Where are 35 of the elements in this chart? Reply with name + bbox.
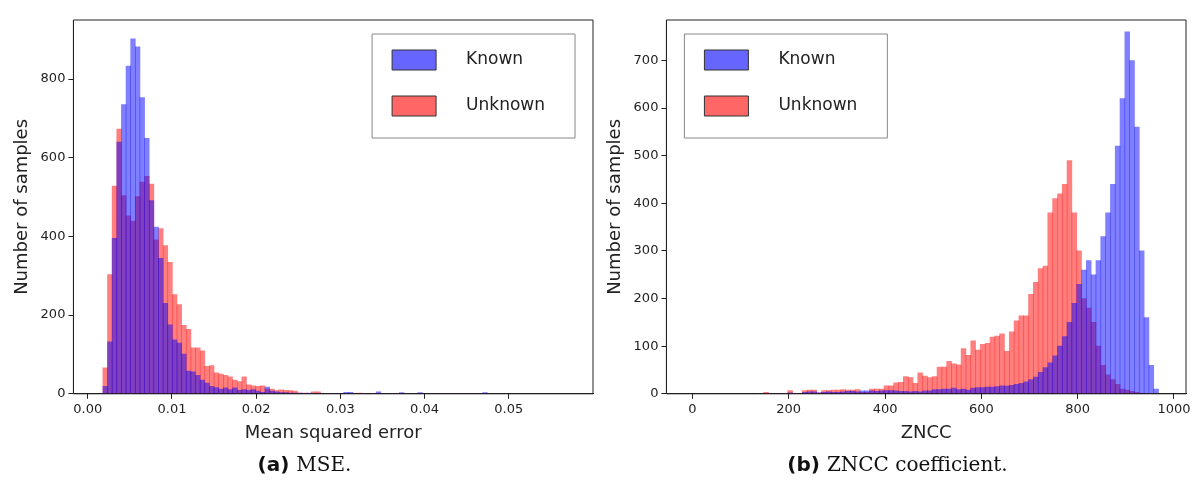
- y-tick-label: 500: [633, 147, 659, 163]
- y-axis-title: Number of samples: [10, 118, 32, 295]
- legend-label: Known: [778, 48, 836, 69]
- y-tick-label: 0: [57, 385, 66, 401]
- x-tick-label: 0.01: [157, 400, 187, 416]
- y-tick-label: 200: [40, 306, 66, 322]
- y-tick-label: 0: [650, 385, 659, 401]
- y-tick-label: 600: [633, 99, 659, 115]
- y-tick-label: 400: [633, 194, 659, 210]
- x-tick-label: 0.03: [325, 400, 355, 416]
- y-tick-label: 800: [40, 70, 66, 86]
- x-tick-label: 0.04: [410, 400, 440, 416]
- legend-label: Known: [466, 48, 524, 69]
- y-tick-label: 400: [40, 227, 66, 243]
- x-tick-label: 800: [1065, 400, 1091, 416]
- text: (a) MSE.: [257, 452, 352, 476]
- x-axis-title: Mean squared error: [244, 420, 423, 442]
- x-axis-title: ZNCC: [900, 420, 952, 442]
- y-tick-label: 300: [633, 242, 659, 258]
- y-tick-label: 600: [40, 149, 66, 165]
- x-tick-label: 200: [776, 400, 802, 416]
- text: (b) ZNCC coefficient.: [787, 452, 1008, 476]
- x-tick-label: 0: [688, 400, 697, 416]
- y-tick-label: 100: [633, 337, 659, 353]
- x-tick-label: 1000: [1157, 400, 1191, 416]
- x-tick-label: 0.00: [73, 400, 103, 416]
- legend-label: Unknown: [778, 94, 858, 115]
- x-tick-label: 0.05: [494, 400, 524, 416]
- y-axis-title: Number of samples: [603, 118, 625, 295]
- y-tick-label: 200: [633, 289, 659, 305]
- legend-label: Unknown: [466, 94, 546, 115]
- x-tick-label: 600: [968, 400, 994, 416]
- x-tick-label: 400: [872, 400, 898, 416]
- x-tick-label: 0.02: [241, 400, 271, 416]
- y-tick-label: 700: [633, 51, 659, 67]
